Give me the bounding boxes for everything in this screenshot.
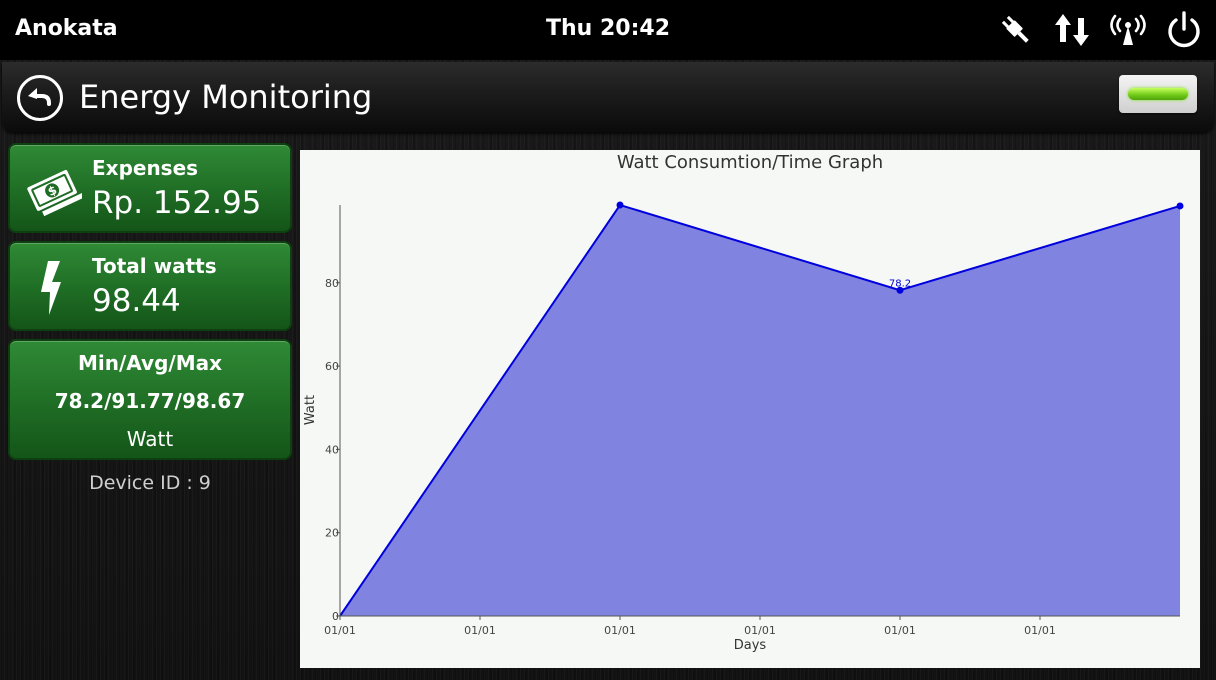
expenses-label: Expenses [92, 156, 199, 180]
x-tick-label: 01/01 [1024, 624, 1056, 637]
x-axis-label: Days [734, 638, 767, 653]
total-watts-card: Total watts 98.44 [8, 241, 292, 331]
chart-title: Watt Consumtion/Time Graph [616, 152, 884, 173]
x-tick-label: 01/01 [884, 624, 916, 637]
data-point [896, 286, 904, 294]
expenses-value: Rp. 152.95 [92, 185, 262, 221]
power-icon[interactable] [1164, 10, 1204, 50]
y-tick-label: 0 [332, 610, 339, 623]
y-axis-label: Watt [303, 395, 318, 425]
stats-value: 78.2/91.77/98.67 [54, 389, 246, 413]
status-bar: Anokata Thu 20:42 [0, 0, 1216, 60]
wifi-signal-icon[interactable] [1108, 10, 1148, 50]
lightning-icon [24, 261, 82, 315]
x-tick-label: 01/01 [604, 624, 636, 637]
total-watts-value: 98.44 [92, 283, 181, 319]
expenses-card: $ Expenses Rp. 152.95 [8, 143, 292, 233]
stats-card: Min/Avg/Max 78.2/91.77/98.67 Watt [8, 339, 292, 460]
data-transfer-icon[interactable] [1052, 10, 1092, 50]
app-name: Anokata [15, 16, 118, 41]
money-icon: $ [24, 163, 85, 217]
y-tick-label: 60 [325, 360, 339, 373]
series-line [339, 203, 1181, 617]
clock: Thu 20:42 [545, 16, 671, 41]
back-button[interactable] [17, 75, 63, 121]
data-point [616, 201, 624, 209]
stats-unit: Watt [126, 427, 174, 451]
stats-label: Min/Avg/Max [77, 351, 223, 375]
data-label: 78.2 [889, 278, 911, 289]
data-point [1176, 202, 1184, 210]
back-arrow-icon [28, 88, 51, 106]
x-tick-label: 01/01 [324, 624, 356, 637]
status-led [1128, 88, 1188, 100]
area-fill [340, 205, 1180, 616]
device-id: Device ID : 9 [89, 472, 211, 494]
x-tick-label: 01/01 [744, 624, 776, 637]
page-title: Energy Monitoring [79, 78, 373, 116]
y-tick-label: 80 [325, 277, 339, 290]
watt-chart: Watt Consumtion/Time Graph 0 20 40 60 80 01/0… [300, 150, 1200, 668]
y-tick-label: 20 [325, 527, 339, 540]
y-tick-label: 40 [325, 443, 339, 456]
menu-button[interactable] [1119, 75, 1197, 113]
plug-icon[interactable] [996, 10, 1036, 50]
header-bar: Energy Monitoring [2, 62, 1214, 132]
total-watts-label: Total watts [92, 254, 217, 278]
x-tick-label: 01/01 [464, 624, 496, 637]
